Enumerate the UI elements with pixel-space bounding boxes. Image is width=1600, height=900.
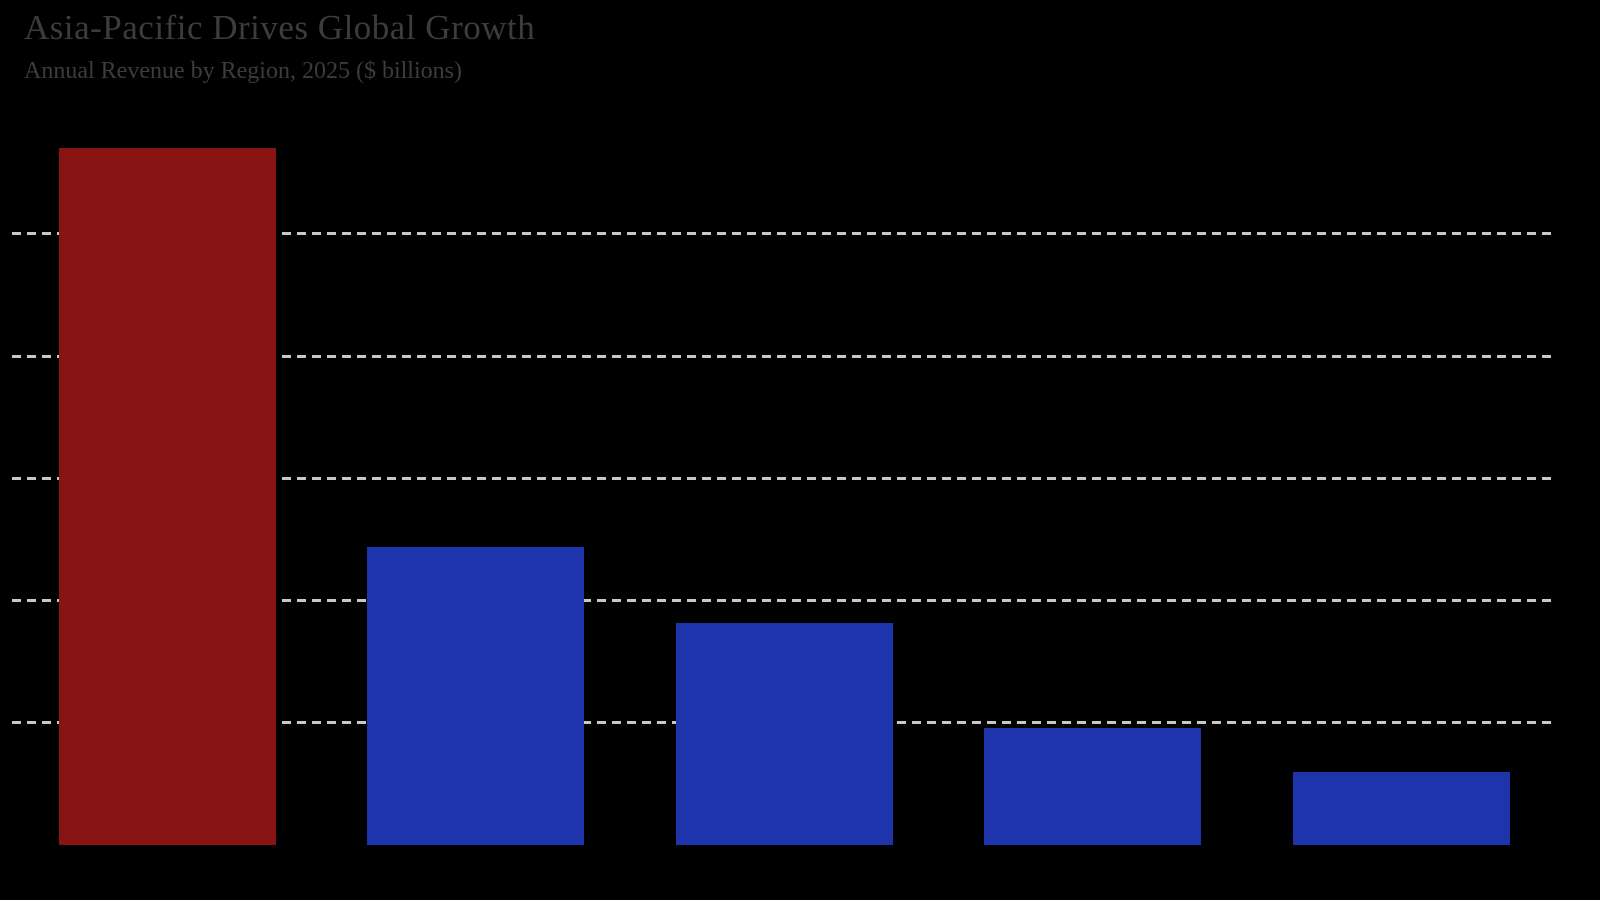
chart-title: Asia-Pacific Drives Global Growth [24,8,536,47]
gridline [12,476,1553,480]
bar [984,727,1202,845]
bar [675,622,893,845]
gridline [12,232,1553,236]
gridline [12,354,1553,358]
bar-highlight [59,148,276,845]
gridline [12,599,1553,602]
bar [1292,771,1510,845]
bar [367,546,585,845]
plot-area [12,110,1553,845]
chart-subtitle: Annual Revenue by Region, 2025 ($ billio… [24,58,462,84]
